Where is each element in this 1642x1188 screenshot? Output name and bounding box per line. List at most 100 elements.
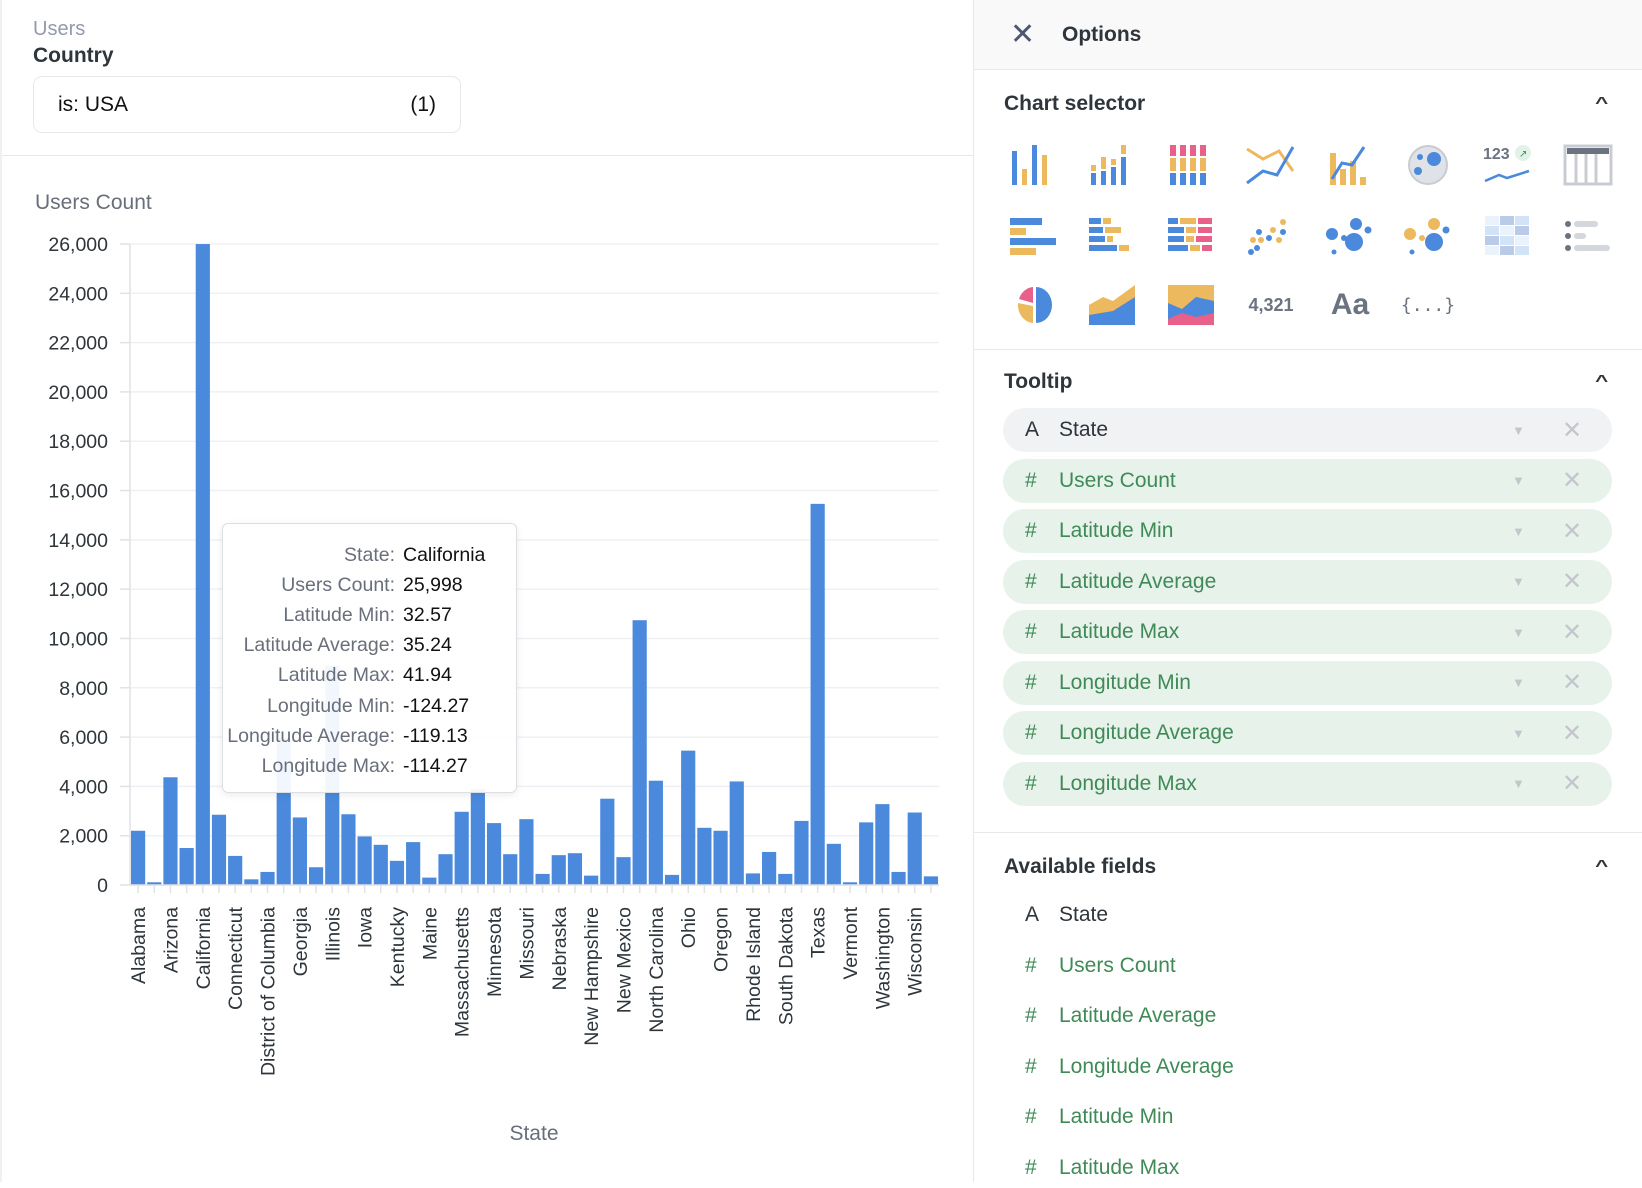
table-chart-icon[interactable] bbox=[1560, 141, 1616, 189]
bar[interactable] bbox=[907, 812, 922, 885]
chevron-up-icon[interactable]: ^ bbox=[1594, 373, 1608, 390]
area-chart-icon[interactable] bbox=[1085, 281, 1141, 329]
bar[interactable] bbox=[891, 871, 906, 885]
bar[interactable] bbox=[842, 882, 858, 885]
bar[interactable] bbox=[163, 777, 178, 885]
remove-icon[interactable]: ✕ bbox=[1562, 770, 1583, 797]
bar[interactable] bbox=[713, 830, 728, 885]
combo-bar-chart-icon[interactable] bbox=[1085, 141, 1141, 189]
bar[interactable] bbox=[373, 844, 388, 885]
stacked-area-chart-icon[interactable] bbox=[1164, 281, 1220, 329]
row-chart-icon[interactable] bbox=[1006, 212, 1062, 260]
detail-list-chart-icon[interactable] bbox=[1560, 212, 1616, 260]
chevron-down-icon[interactable]: ▼ bbox=[1512, 776, 1525, 791]
bar[interactable] bbox=[519, 819, 534, 885]
remove-icon[interactable]: ✕ bbox=[1562, 719, 1583, 747]
tooltip-field-pill[interactable]: # Longitude Min ▼ ✕ bbox=[1003, 660, 1612, 705]
chevron-up-icon[interactable]: ^ bbox=[1594, 858, 1608, 875]
chevron-down-icon[interactable]: ▼ bbox=[1512, 725, 1525, 741]
bar[interactable] bbox=[195, 244, 210, 885]
available-fields-header[interactable]: Available fields ^ bbox=[1004, 855, 1608, 879]
bar[interactable] bbox=[794, 820, 809, 885]
tooltip-section-header[interactable]: Tooltip ^ bbox=[1004, 370, 1608, 394]
bar[interactable] bbox=[762, 851, 777, 885]
available-field-item[interactable]: A State bbox=[1003, 895, 1108, 935]
remove-icon[interactable]: ✕ bbox=[1562, 517, 1583, 545]
bar[interactable] bbox=[179, 848, 194, 885]
remove-icon[interactable]: ✕ bbox=[1562, 467, 1583, 494]
bar[interactable] bbox=[260, 871, 275, 885]
bar[interactable] bbox=[535, 873, 550, 885]
bar[interactable] bbox=[681, 750, 696, 885]
bar[interactable] bbox=[406, 842, 421, 885]
country-filter[interactable]: is: USA (1) bbox=[33, 76, 461, 133]
chevron-up-icon[interactable]: ^ bbox=[1594, 95, 1608, 112]
bar[interactable] bbox=[422, 877, 437, 885]
bar-line-chart-icon[interactable] bbox=[1322, 141, 1378, 189]
bar[interactable] bbox=[341, 814, 356, 885]
chevron-down-icon[interactable]: ▼ bbox=[1512, 574, 1525, 589]
available-field-item[interactable]: # Latitude Max bbox=[1003, 1148, 1179, 1188]
stacked-bar-chart-icon[interactable] bbox=[1164, 141, 1220, 189]
scalar-chart-icon[interactable]: 4,321 bbox=[1243, 281, 1299, 329]
tooltip-field-pill[interactable]: # Latitude Max ▼ ✕ bbox=[1003, 610, 1612, 654]
bar[interactable] bbox=[729, 781, 744, 885]
bar[interactable] bbox=[697, 827, 712, 885]
map-chart-icon[interactable] bbox=[1400, 141, 1456, 189]
tooltip-field-pill[interactable]: # Users Count ▼ ✕ bbox=[1003, 458, 1612, 503]
bar[interactable] bbox=[745, 873, 761, 885]
scatter-chart-icon[interactable] bbox=[1243, 212, 1299, 260]
bar[interactable] bbox=[131, 830, 146, 885]
bar[interactable] bbox=[470, 789, 485, 885]
bar[interactable] bbox=[584, 875, 599, 885]
bar[interactable] bbox=[923, 876, 938, 885]
remove-icon[interactable]: ✕ bbox=[1562, 416, 1583, 444]
pivot-chart-icon[interactable] bbox=[1479, 212, 1535, 260]
chevron-down-icon[interactable]: ▼ bbox=[1512, 523, 1525, 539]
available-field-item[interactable]: # Users Count bbox=[1003, 946, 1176, 986]
bar-chart-icon[interactable] bbox=[1006, 141, 1062, 189]
tooltip-field-pill[interactable]: # Latitude Average ▼ ✕ bbox=[1003, 559, 1612, 604]
available-field-item[interactable]: # Latitude Min bbox=[1003, 1097, 1173, 1137]
chevron-down-icon[interactable]: ▼ bbox=[1512, 675, 1525, 690]
bar[interactable] bbox=[616, 857, 631, 885]
bar[interactable] bbox=[632, 620, 647, 885]
trend-chart-icon[interactable]: 123 ↗ bbox=[1479, 141, 1535, 189]
remove-icon[interactable]: ✕ bbox=[1562, 669, 1583, 696]
text-chart-icon[interactable]: Aa bbox=[1322, 281, 1378, 329]
bar[interactable] bbox=[648, 780, 663, 885]
bar[interactable] bbox=[357, 836, 372, 885]
bubble-chart-icon[interactable] bbox=[1322, 212, 1378, 260]
bar[interactable] bbox=[567, 853, 583, 885]
remove-icon[interactable]: ✕ bbox=[1562, 568, 1583, 595]
bar[interactable] bbox=[486, 823, 502, 885]
bar[interactable] bbox=[292, 817, 307, 885]
json-chart-icon[interactable]: {...} bbox=[1400, 281, 1456, 329]
line-chart-icon[interactable] bbox=[1243, 141, 1299, 189]
chart-selector-header[interactable]: Chart selector ^ bbox=[1004, 92, 1608, 116]
chevron-down-icon[interactable]: ▼ bbox=[1512, 422, 1525, 438]
row-stacked-chart-icon[interactable] bbox=[1164, 212, 1220, 260]
bar[interactable] bbox=[810, 503, 825, 885]
bar[interactable] bbox=[308, 867, 324, 885]
bar[interactable] bbox=[244, 879, 259, 885]
tooltip-field-pill[interactable]: # Latitude Min ▼ ✕ bbox=[1003, 509, 1612, 553]
bar[interactable] bbox=[859, 822, 874, 885]
available-field-item[interactable]: # Longitude Average bbox=[1003, 1047, 1234, 1087]
bar[interactable] bbox=[147, 882, 162, 885]
row-grouped-chart-icon[interactable] bbox=[1085, 212, 1141, 260]
bar[interactable] bbox=[875, 804, 890, 885]
bar[interactable] bbox=[438, 854, 453, 885]
bar[interactable] bbox=[454, 811, 469, 885]
tooltip-field-pill[interactable]: A State ▼ ✕ bbox=[1003, 408, 1612, 452]
pie-chart-icon[interactable] bbox=[1006, 281, 1062, 329]
bar[interactable] bbox=[228, 855, 243, 885]
chevron-down-icon[interactable]: ▼ bbox=[1512, 624, 1525, 640]
bar[interactable] bbox=[600, 798, 615, 885]
tooltip-field-pill[interactable]: # Longitude Average ▼ ✕ bbox=[1003, 711, 1612, 755]
remove-icon[interactable]: ✕ bbox=[1562, 618, 1583, 646]
bar[interactable] bbox=[211, 814, 227, 885]
bar[interactable] bbox=[503, 854, 518, 885]
bar[interactable] bbox=[664, 874, 680, 885]
available-field-item[interactable]: # Latitude Average bbox=[1003, 996, 1216, 1036]
